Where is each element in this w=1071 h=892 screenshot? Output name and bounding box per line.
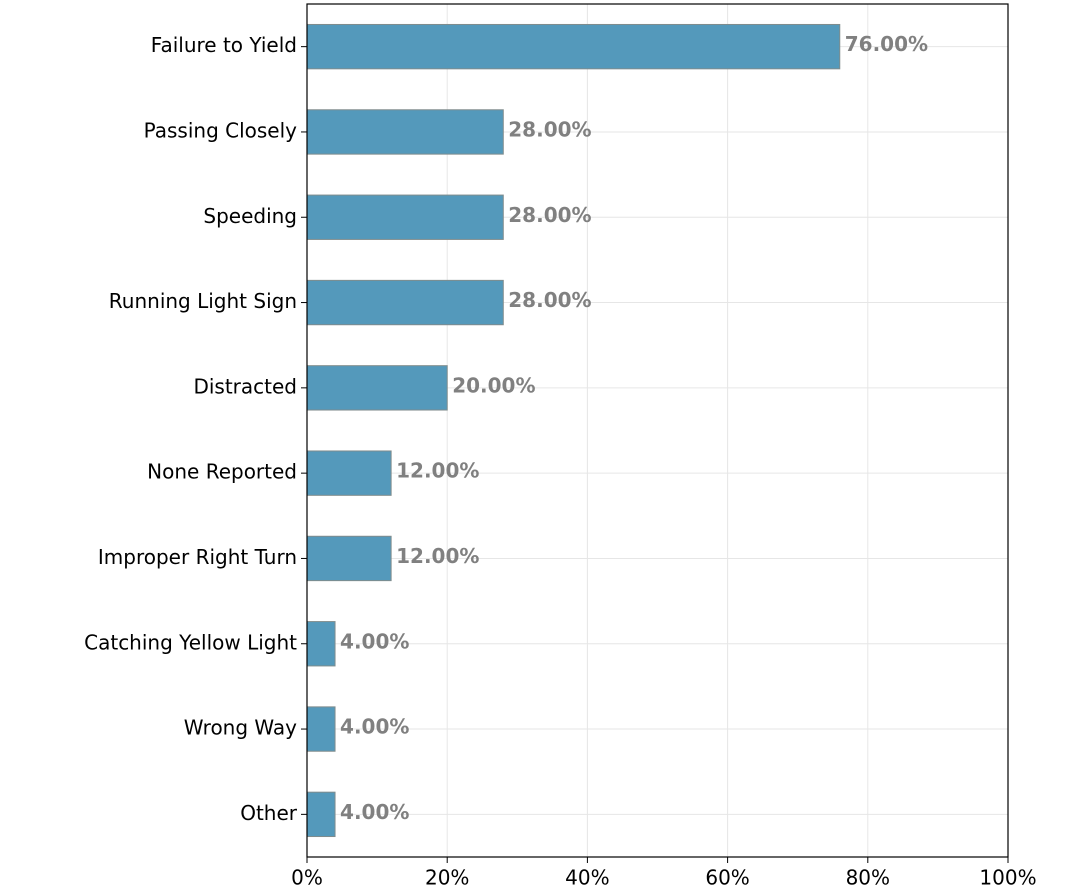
value-label: 76.00% bbox=[845, 32, 928, 56]
bar bbox=[306, 365, 448, 411]
bar bbox=[306, 621, 336, 667]
x-tick-label: 20% bbox=[425, 866, 469, 890]
x-tick-label: 100% bbox=[979, 866, 1036, 890]
plot-frame bbox=[306, 3, 1009, 858]
bar bbox=[306, 194, 504, 240]
value-label: 12.00% bbox=[396, 459, 479, 483]
bar bbox=[306, 706, 336, 752]
bar bbox=[306, 23, 841, 70]
value-label: 28.00% bbox=[508, 288, 591, 312]
value-label: 28.00% bbox=[508, 203, 591, 227]
y-tick-label: None Reported bbox=[147, 460, 297, 484]
bar bbox=[306, 535, 392, 582]
y-tick-label: Catching Yellow Light bbox=[84, 630, 297, 654]
bar bbox=[306, 450, 392, 496]
value-label: 4.00% bbox=[340, 629, 409, 653]
y-tick-label: Passing Closely bbox=[144, 118, 298, 142]
bar bbox=[306, 791, 336, 838]
y-tick-label: Speeding bbox=[203, 204, 297, 228]
y-tick-label: Other bbox=[240, 801, 298, 825]
x-tick-label: 60% bbox=[705, 866, 749, 890]
value-label: 4.00% bbox=[340, 715, 409, 739]
value-label: 12.00% bbox=[396, 544, 479, 568]
x-tick-label: 80% bbox=[846, 866, 890, 890]
y-tick-label: Wrong Way bbox=[184, 716, 297, 740]
y-tick-label: Improper Right Turn bbox=[98, 545, 297, 569]
y-tick-label: Distracted bbox=[193, 374, 297, 398]
value-label: 20.00% bbox=[452, 373, 535, 397]
y-tick-label: Running Light Sign bbox=[109, 289, 297, 313]
bar bbox=[306, 109, 504, 155]
x-tick-label: 0% bbox=[291, 866, 323, 890]
y-tick-label: Failure to Yield bbox=[151, 33, 297, 57]
x-tick-label: 40% bbox=[565, 866, 609, 890]
value-label: 28.00% bbox=[508, 117, 591, 141]
bar bbox=[306, 279, 504, 326]
value-label: 4.00% bbox=[340, 800, 409, 824]
